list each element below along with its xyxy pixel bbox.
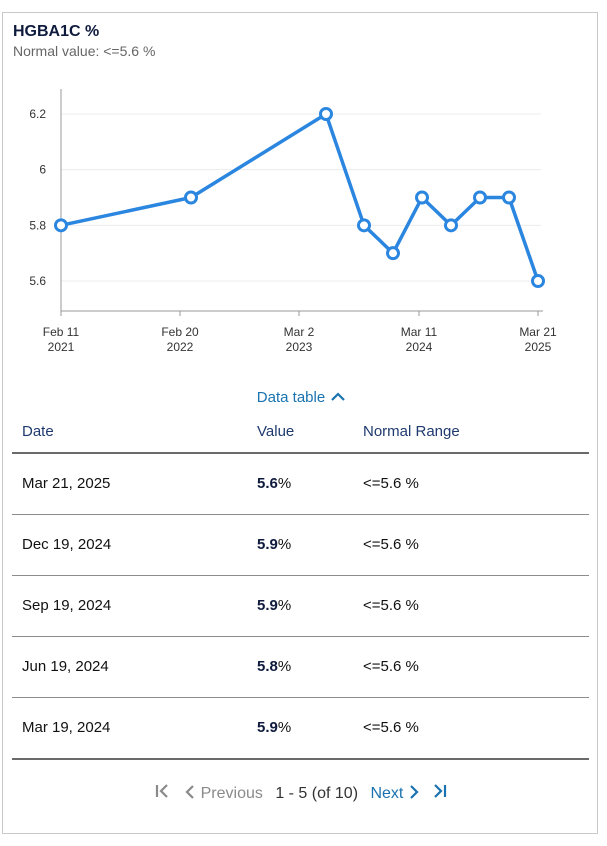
table-row: Mar 19, 2024 5.9% <=5.6 %: [12, 698, 589, 760]
previous-label: Previous: [200, 784, 263, 802]
data-point: [444, 218, 458, 233]
data-table-toggle[interactable]: Data table: [3, 389, 599, 406]
data-point: [415, 190, 429, 205]
next-label: Next: [370, 784, 404, 802]
table-row: Mar 21, 2025 5.6% <=5.6 %: [12, 454, 589, 515]
row-value: 5.6%: [257, 475, 292, 492]
chart-title: HGBA1C %: [13, 23, 100, 40]
chevron-up-icon: [331, 389, 345, 406]
x-tick-label: Mar 11: [401, 325, 438, 339]
row-value: 5.9%: [257, 597, 292, 614]
data-table-toggle-label: Data table: [256, 389, 326, 406]
data-point: [531, 274, 545, 288]
next-button[interactable]: Next: [370, 784, 419, 803]
table-row: Dec 19, 2024 5.9% <=5.6 %: [12, 515, 589, 576]
row-value: 5.9%: [257, 719, 292, 736]
x-tick-label: 2022: [167, 340, 194, 354]
y-tick-label: 6.2: [29, 107, 46, 121]
x-tick-label: Feb 20: [161, 325, 199, 339]
y-tick-label: 5.6: [29, 274, 46, 288]
y-tick-label: 5.8: [29, 218, 46, 232]
chart-card: HGBA1C % Normal value: <=5.6 % 6.2 6 5.8 5.…: [2, 12, 598, 834]
row-range: <=5.6 %: [363, 536, 419, 553]
data-point: [502, 190, 516, 205]
x-tick-label: Mar 21: [519, 325, 557, 339]
row-range: <=5.6 %: [363, 719, 419, 736]
data-point: [184, 190, 198, 205]
row-range: <=5.6 %: [363, 475, 419, 492]
series-line: [60, 112, 540, 282]
header-date: Date: [22, 423, 54, 440]
data-point: [54, 218, 68, 233]
data-point: [473, 190, 487, 205]
row-range: <=5.6 %: [363, 597, 419, 614]
row-date: Jun 19, 2024: [22, 658, 109, 675]
data-point: [386, 246, 400, 261]
row-date: Sep 19, 2024: [22, 597, 112, 614]
y-tick-label: 6: [39, 163, 46, 177]
header-divider: [12, 452, 589, 454]
row-date: Mar 21, 2025: [22, 475, 111, 492]
row-date: Dec 19, 2024: [22, 536, 112, 553]
table-row: Jun 19, 2024 5.8% <=5.6 %: [12, 637, 589, 698]
x-tick-label: Feb 11: [43, 325, 80, 339]
pagination: Previous 1 - 5 (of 10) Next: [3, 783, 599, 804]
x-tick-label: 2025: [525, 340, 552, 354]
data-point: [319, 107, 333, 121]
table-header: Date Value Normal Range: [3, 423, 599, 453]
x-tick-label: 2021: [48, 340, 75, 354]
page-info: 1 - 5 (of 10): [275, 784, 359, 802]
table-row: Sep 19, 2024 5.9% <=5.6 %: [12, 576, 589, 637]
last-page-icon[interactable]: [430, 783, 448, 804]
row-value: 5.8%: [257, 658, 292, 675]
x-tick-label: 2024: [406, 340, 433, 354]
x-tick-label: 2023: [286, 340, 313, 354]
data-point: [357, 218, 371, 233]
row-value: 5.9%: [257, 536, 292, 553]
first-page-icon[interactable]: [154, 783, 172, 804]
x-tick-label: Mar 2: [284, 325, 315, 339]
header-normal-range: Normal Range: [363, 423, 460, 440]
header-value: Value: [257, 423, 295, 440]
row-date: Mar 19, 2024: [22, 719, 111, 736]
row-range: <=5.6 %: [363, 658, 419, 675]
chart-subtitle: Normal value: <=5.6 %: [13, 43, 156, 59]
previous-button[interactable]: Previous: [184, 784, 263, 803]
